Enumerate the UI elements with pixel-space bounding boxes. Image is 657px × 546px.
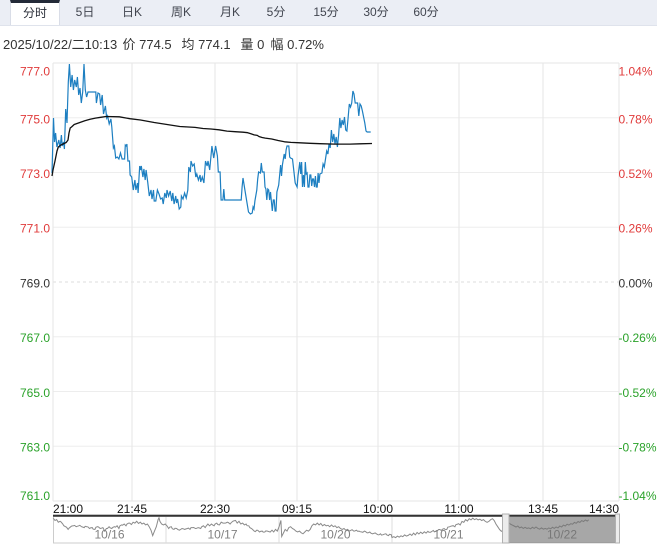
svg-text:771.0: 771.0 [20, 222, 50, 236]
svg-text:-1.04%: -1.04% [619, 489, 657, 503]
svg-text:11:00: 11:00 [444, 502, 473, 516]
svg-text:0.00%: 0.00% [619, 276, 653, 290]
svg-text:14:30: 14:30 [589, 502, 619, 516]
svg-text:10/16: 10/16 [94, 528, 124, 542]
svg-text:10:00: 10:00 [363, 502, 393, 516]
svg-text:10/21: 10/21 [433, 528, 463, 542]
svg-text:1.04%: 1.04% [619, 64, 653, 78]
svg-text:769.0: 769.0 [20, 276, 50, 290]
svg-text:-0.26%: -0.26% [619, 331, 657, 345]
svg-text:765.0: 765.0 [20, 386, 50, 400]
svg-text:09:15: 09:15 [282, 502, 312, 516]
svg-text:773.0: 773.0 [20, 167, 50, 181]
svg-text:767.0: 767.0 [20, 331, 50, 345]
svg-text:0.26%: 0.26% [619, 222, 653, 236]
svg-text:0.52%: 0.52% [619, 167, 653, 181]
svg-text:763.0: 763.0 [20, 441, 50, 455]
svg-text:-0.78%: -0.78% [619, 441, 657, 455]
svg-text:761.0: 761.0 [20, 489, 50, 503]
svg-text:777.0: 777.0 [20, 64, 50, 78]
svg-text:21:00: 21:00 [53, 502, 83, 516]
svg-text:775.0: 775.0 [20, 112, 50, 126]
svg-text:22:30: 22:30 [200, 502, 230, 516]
svg-text:10/20: 10/20 [320, 528, 350, 542]
svg-text:10/17: 10/17 [207, 528, 237, 542]
svg-text:21:45: 21:45 [117, 502, 147, 516]
svg-text:13:45: 13:45 [528, 502, 558, 516]
svg-text:0.78%: 0.78% [619, 112, 653, 126]
svg-text:-0.52%: -0.52% [619, 386, 657, 400]
